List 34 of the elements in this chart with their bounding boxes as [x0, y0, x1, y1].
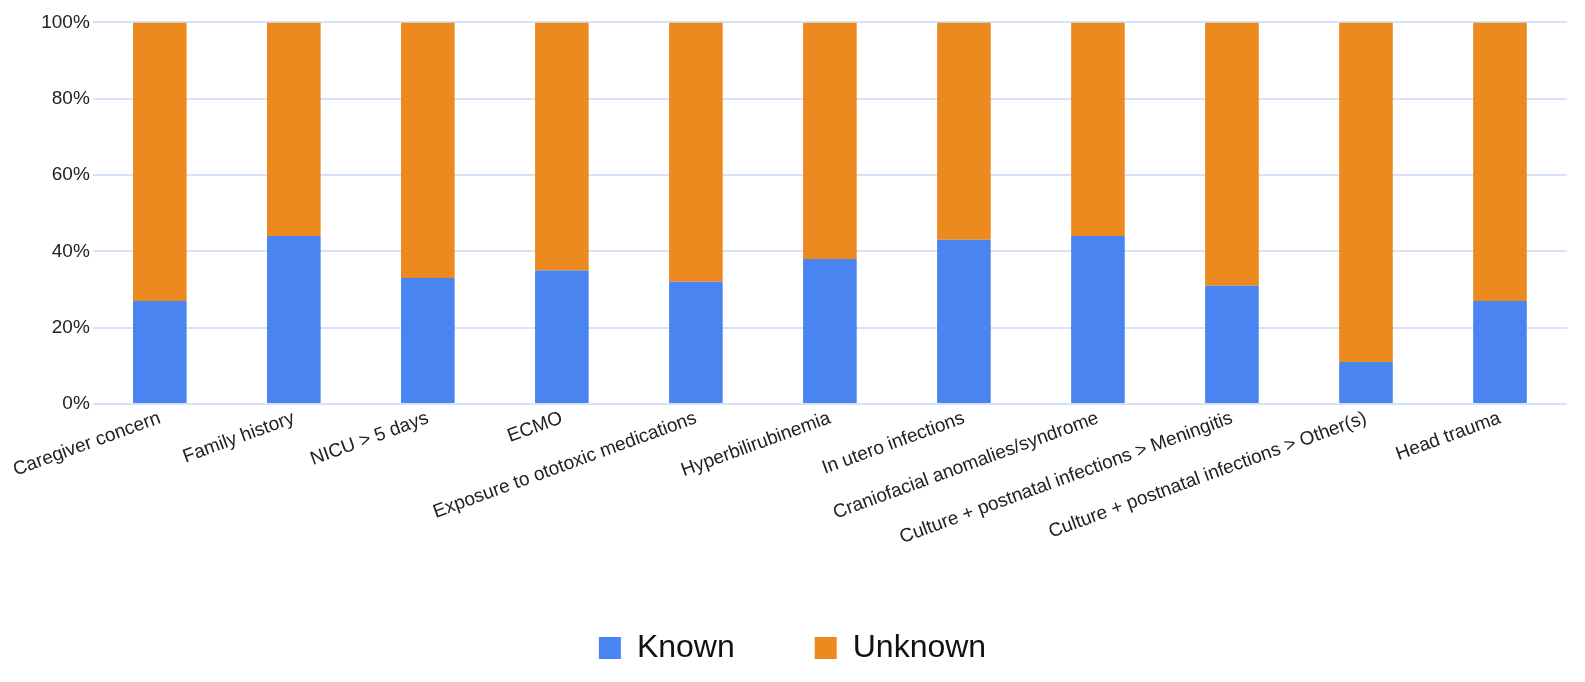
y-tick-label: 100%	[41, 10, 90, 32]
bar	[1339, 361, 1393, 403]
bar	[1071, 22, 1125, 237]
bar	[669, 281, 723, 403]
bar	[133, 22, 187, 301]
bar	[1071, 236, 1125, 403]
x-tick-label: ECMO	[504, 406, 566, 446]
legend-label: Unknown	[852, 627, 987, 664]
x-tick-label: Head trauma	[1392, 406, 1504, 464]
bar	[1205, 22, 1259, 286]
bar	[535, 22, 589, 271]
x-tick-label: NICU > 5 days	[307, 406, 432, 469]
y-tick-label: 0%	[62, 392, 90, 414]
bar	[1339, 22, 1393, 362]
bar	[937, 239, 991, 403]
bar	[803, 22, 857, 259]
y-tick-label: 60%	[51, 163, 90, 185]
bar	[133, 300, 187, 403]
bar	[267, 236, 321, 403]
bar	[1473, 300, 1527, 403]
y-tick-label: 20%	[51, 315, 90, 337]
bar	[401, 278, 455, 403]
bar	[803, 258, 857, 403]
bar	[669, 22, 723, 282]
legend-label: Known	[636, 627, 735, 664]
bar	[1473, 22, 1527, 301]
bar	[535, 270, 589, 403]
y-tick-label: 80%	[51, 86, 90, 108]
bar	[937, 22, 991, 240]
y-tick-label: 40%	[51, 239, 90, 261]
x-tick-label: Family history	[179, 406, 298, 467]
bar	[1205, 285, 1259, 403]
bar	[267, 22, 321, 237]
bar	[401, 22, 455, 279]
